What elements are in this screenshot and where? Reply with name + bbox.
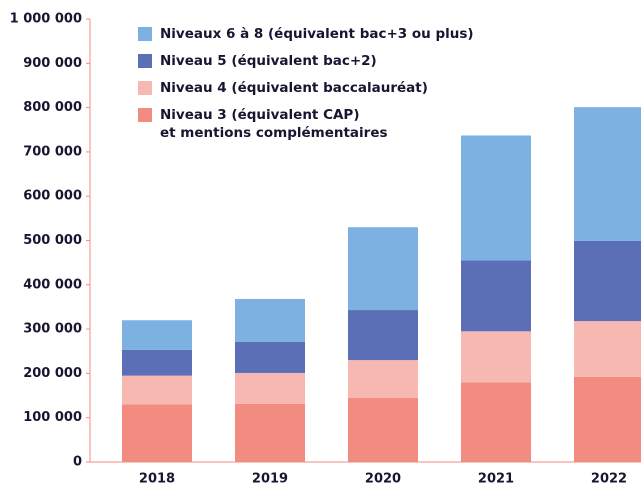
- legend-label: Niveaux 6 à 8 (équivalent bac+3 ou plus): [160, 26, 474, 42]
- x-tick-label: 2022: [591, 472, 627, 487]
- bar-segment: [461, 260, 531, 332]
- y-tick-label: 300 000: [23, 322, 82, 337]
- legend-swatch: [138, 27, 152, 41]
- y-tick-label: 900 000: [23, 56, 82, 71]
- y-tick-label: 800 000: [23, 100, 82, 115]
- bar-segment: [235, 403, 305, 462]
- bar-segment: [235, 372, 305, 404]
- bar-segment: [122, 375, 192, 405]
- y-tick-label: 500 000: [23, 233, 82, 248]
- bar-segment: [574, 321, 641, 377]
- legend-item: Niveau 3 (équivalent CAP) et mentions co…: [138, 106, 474, 142]
- x-tick-label: 2020: [365, 472, 401, 487]
- legend-swatch: [138, 54, 152, 68]
- bar-segment: [574, 107, 641, 241]
- bar-segment: [122, 404, 192, 462]
- bar-segment: [574, 240, 641, 322]
- y-tick-label: 1 000 000: [10, 12, 82, 27]
- bar-segment: [235, 341, 305, 373]
- bar-segment: [122, 320, 192, 350]
- legend-label: Niveau 4 (équivalent baccalauréat): [160, 80, 428, 96]
- y-tick-label: 200 000: [23, 366, 82, 381]
- legend-swatch: [138, 108, 152, 122]
- bar-segment: [348, 397, 418, 462]
- bar-segment: [122, 349, 192, 376]
- bar-segment: [461, 382, 531, 462]
- legend: Niveaux 6 à 8 (équivalent bac+3 ou plus)…: [138, 25, 474, 151]
- bar-segment: [348, 360, 418, 398]
- legend-swatch: [138, 81, 152, 95]
- legend-label: Niveau 5 (équivalent bac+2): [160, 53, 377, 69]
- legend-item: Niveau 4 (équivalent baccalauréat): [138, 79, 474, 97]
- bar-segment: [461, 135, 531, 261]
- x-tick-label: 2018: [139, 472, 175, 487]
- bar-segment: [348, 310, 418, 361]
- y-tick-label: 100 000: [23, 410, 82, 425]
- legend-item: Niveaux 6 à 8 (équivalent bac+3 ou plus): [138, 25, 474, 43]
- x-tick-label: 2019: [252, 472, 288, 487]
- legend-label: Niveau 3 (équivalent CAP) et mentions co…: [160, 107, 388, 141]
- x-tick-label: 2021: [478, 472, 514, 487]
- bar-segment: [235, 298, 305, 342]
- y-tick-label: 600 000: [23, 189, 82, 204]
- y-tick-label: 400 000: [23, 277, 82, 292]
- y-tick-label: 700 000: [23, 144, 82, 159]
- bar-segment: [348, 227, 418, 311]
- y-tick-label: 0: [73, 455, 82, 470]
- bar-segment: [574, 376, 641, 462]
- legend-item: Niveau 5 (équivalent bac+2): [138, 52, 474, 70]
- bar-segment: [461, 331, 531, 383]
